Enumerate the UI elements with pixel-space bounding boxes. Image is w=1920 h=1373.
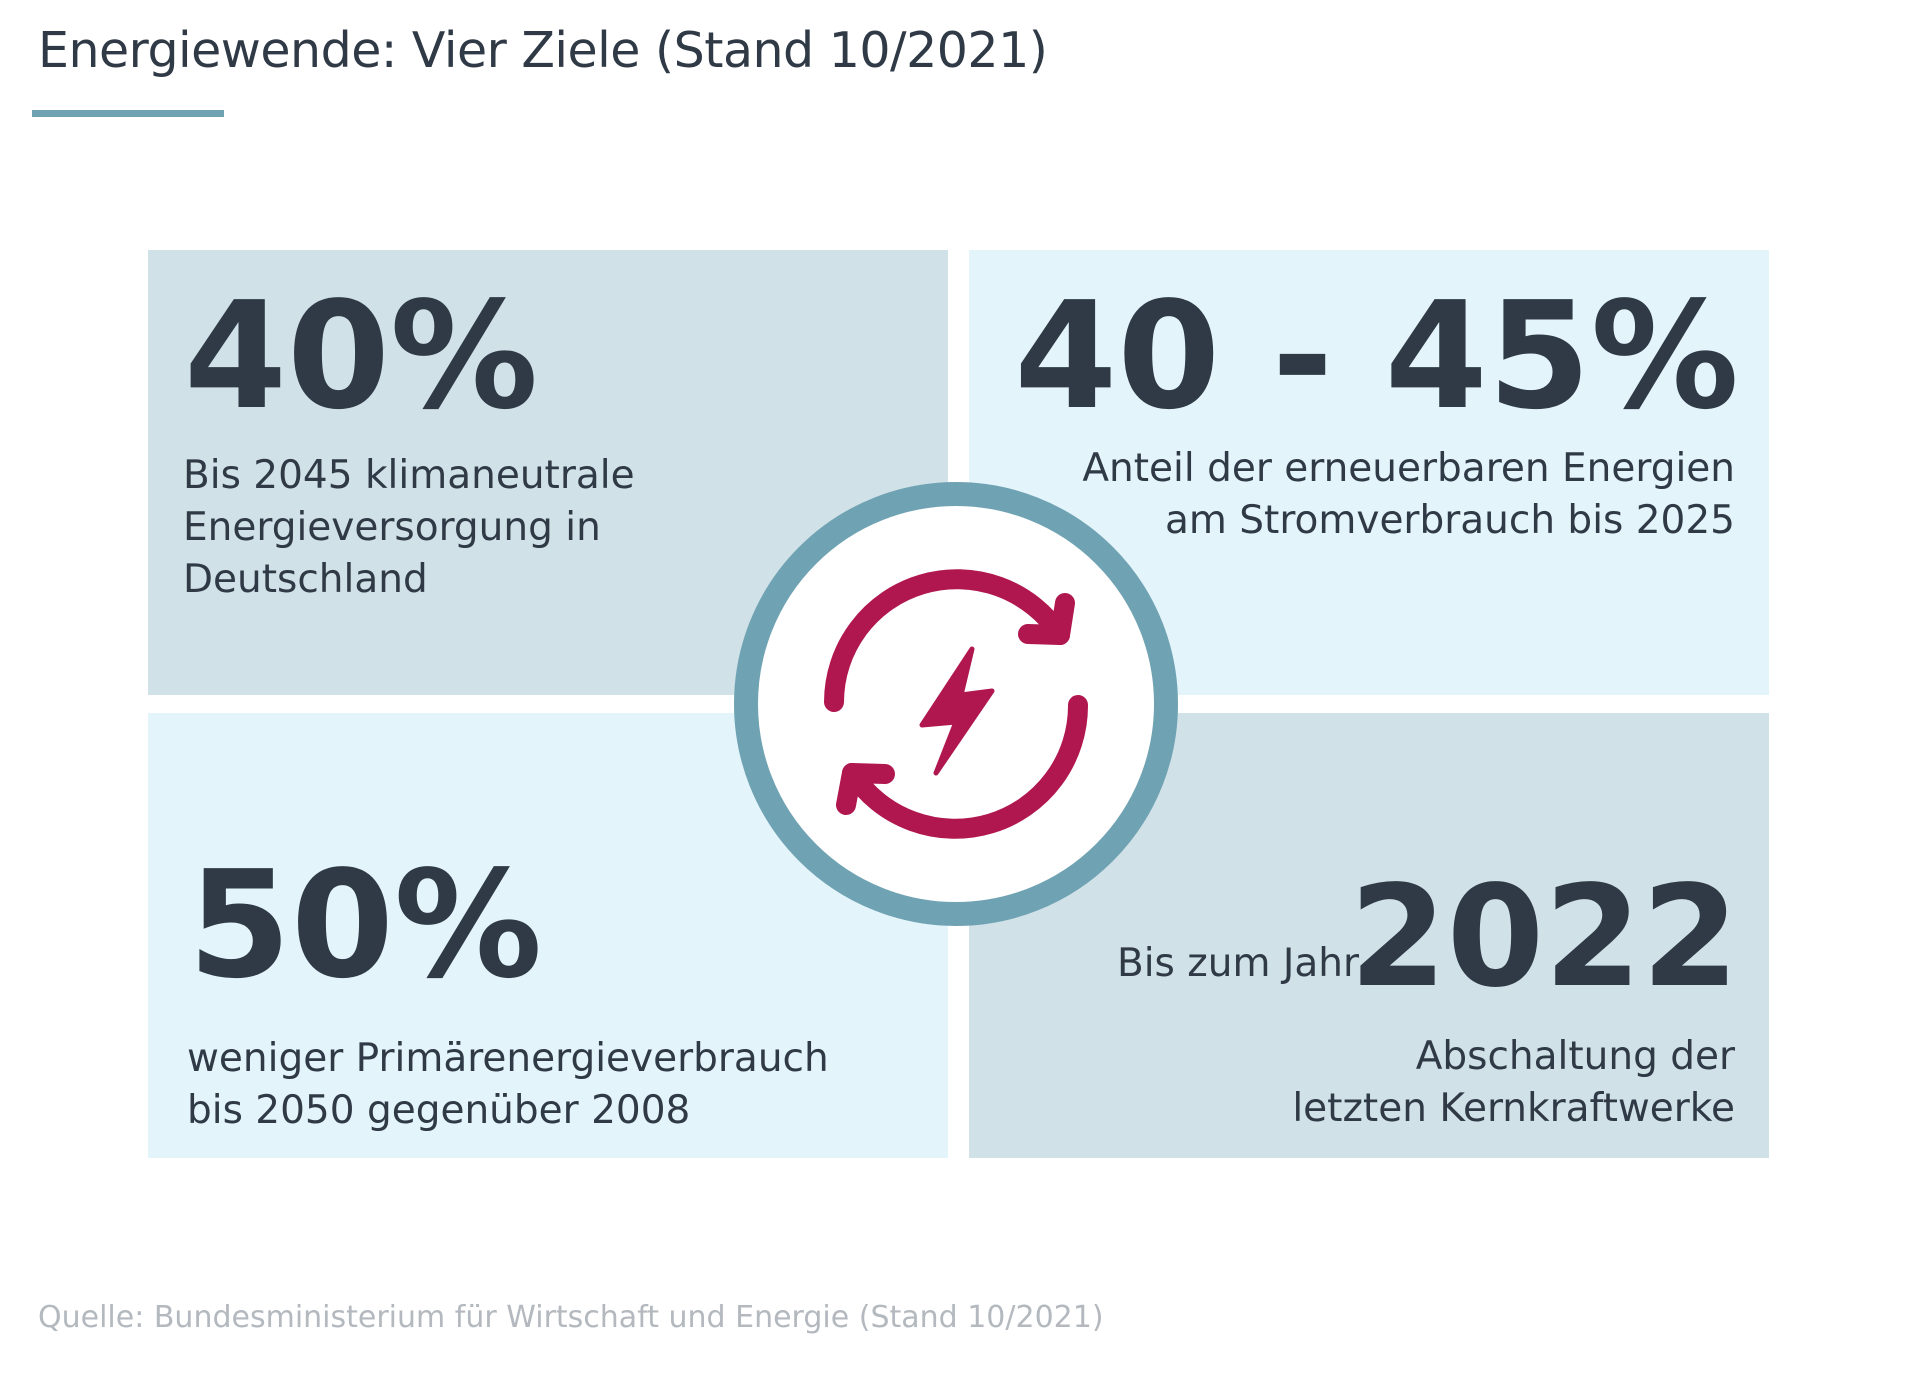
goal-panel-primary-energy: 50% weniger Primärenergieverbrauch bis 2… [148,713,948,1158]
goal-description-line: Deutschland [183,557,428,602]
lightning-bolt [919,646,995,776]
goal-value: 40% [184,270,539,442]
goal-panel-renewables: 40 - 45% Anteil der erneuerbaren Energie… [969,250,1769,695]
goal-value: 2022 [1349,856,1739,1019]
goal-description-line: bis 2050 gegenüber 2008 [187,1088,691,1133]
arrowhead-bottom [836,763,895,815]
goal-value: 50% [188,839,543,1011]
goal-description-line: letzten Kernkraftwerke [1292,1086,1735,1131]
goal-description-line: am Stromverbrauch bis 2025 [1165,498,1735,543]
source-note: Quelle: Bundesministerium für Wirtschaft… [38,1300,1104,1335]
goal-description: Bis 2045 klimaneutrale Energieversorgung… [183,450,743,606]
goal-description: Anteil der erneuerbaren Energien am Stro… [1015,443,1735,547]
goal-description-line: Anteil der erneuerbaren Energien [1082,446,1735,491]
goal-value: 40 - 45% [1014,270,1739,442]
arrowhead-top [1018,593,1075,645]
goal-description-line: Energieversorgung in [183,505,601,550]
goal-description-line: Abschaltung der [1415,1034,1735,1079]
title-underline [32,110,224,117]
page-title: Energiewende: Vier Ziele (Stand 10/2021) [38,22,1048,79]
goal-description-line: Bis 2045 klimaneutrale [183,453,635,498]
goal-year-label: Bis zum Jahr [1116,941,1359,986]
cycle-arrow-bottom [842,695,1089,839]
goal-description: Abschaltung der letzten Kernkraftwerke [1135,1031,1735,1135]
goal-description-line: weniger Primärenergieverbrauch [187,1036,829,1081]
cycle-arrow-top [824,569,1070,712]
goal-description: weniger Primärenergieverbrauch bis 2050 … [187,1033,887,1137]
goal-panel-climate-neutral: 40% Bis 2045 klimaneutrale Energieversor… [148,250,948,695]
energy-cycle-lightning-icon [729,477,1183,931]
